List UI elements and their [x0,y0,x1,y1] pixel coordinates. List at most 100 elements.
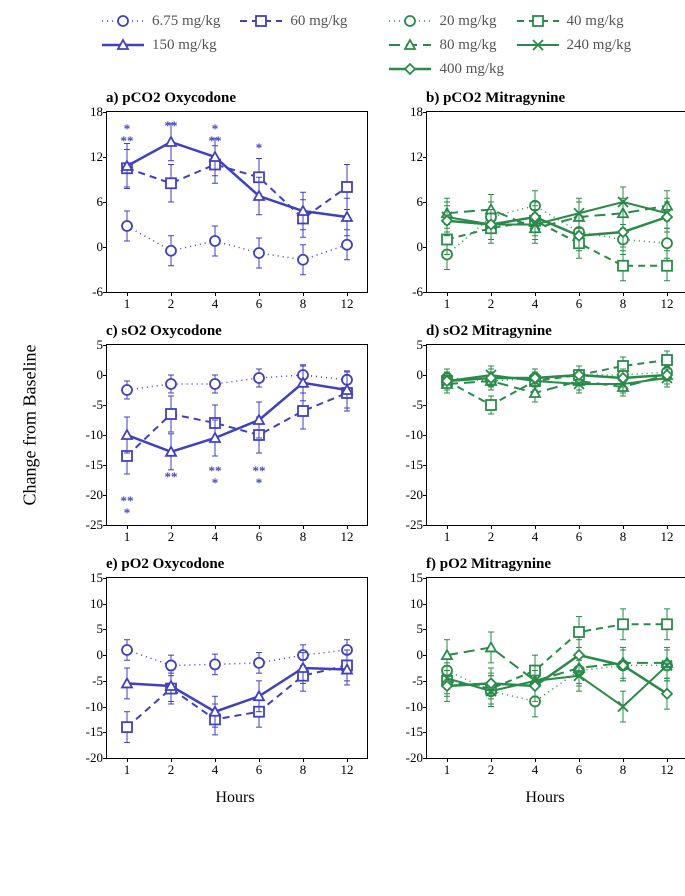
legend-swatch [387,11,433,31]
legend-row: 6.75 mg/kg 60 mg/kg 150 mg/kg 20 mg/kg 40 mg… [100,10,685,80]
xtick-label: 12 [661,762,674,778]
ytick-label: -5 [73,397,103,413]
ytick-label: 6 [393,194,423,210]
plot-area: -20-15-10-50510151246812 [106,577,368,759]
sig-annotation: ** [165,471,178,483]
sig-annotation: *** [253,465,266,488]
xtick-mark [215,525,216,529]
panel-d: d) sO2 Mitragynine-25-20-15-10-505124681… [390,323,685,526]
ytick-label: 12 [73,149,103,165]
panel-c: c) sO2 Oxycodone-25-20-15-10-5051246812*… [70,323,370,526]
xtick-label: 1 [444,762,451,778]
xtick-mark [491,525,492,529]
legend-swatch [515,35,561,55]
xtick-mark [259,758,260,762]
xtick-label: 12 [341,762,354,778]
sig-annotation: * [256,142,263,154]
panel-title: f) pO2 Mitragynine [426,556,685,573]
panel-f: f) pO2 Mitragynine -20-15-10-505101512468… [390,556,685,759]
panel-e: e) pO2 Oxycodone-20-15-10-50510151246812 [70,556,370,759]
ytick-label: -25 [393,517,423,533]
panel-title: c) sO2 Oxycodone [106,323,370,340]
xtick-label: 8 [300,296,307,312]
ytick-label: 0 [73,367,103,383]
plot-area: -25-20-15-10-5051246812 [426,344,685,526]
xtick-mark [447,758,448,762]
plot-area: -60612181246812********* [106,111,368,293]
legend-item: 40 mg/kg [515,10,624,32]
legend-label: 80 mg/kg [439,37,496,54]
ytick-label: 18 [393,104,423,120]
legend-item: 240 mg/kg [515,34,632,56]
xtick-label: 12 [661,529,674,545]
xtick-label: 1 [444,529,451,545]
legend-label: 150 mg/kg [152,37,217,54]
ytick-label: 6 [73,194,103,210]
xtick-mark [535,525,536,529]
plot-svg [427,112,685,292]
xtick-mark [259,292,260,296]
legend-swatch [238,11,284,31]
ytick-label: -10 [393,427,423,443]
xtick-mark [579,525,580,529]
legend-swatch [387,59,433,79]
ytick-mark [423,525,427,526]
ytick-label: 15 [393,570,423,586]
ytick-label: 10 [393,596,423,612]
legend-item: 400 mg/kg [387,58,504,80]
xtick-mark [171,292,172,296]
xtick-mark [579,292,580,296]
xtick-label: 1 [124,296,131,312]
xtick-label: 4 [212,529,219,545]
x-axis-label-left: Hours [90,789,380,807]
xtick-mark [491,292,492,296]
legend-item: 150 mg/kg [100,34,217,56]
legend-col-oxycodone: 6.75 mg/kg 60 mg/kg 150 mg/kg [100,10,347,80]
ytick-label: -20 [393,750,423,766]
ytick-label: 0 [393,647,423,663]
legend-item: 80 mg/kg [387,34,496,56]
xtick-mark [171,758,172,762]
panel-b: b) pCO2 Mitragynine-60612181246812 [390,90,685,293]
ytick-label: 10 [73,596,103,612]
xtick-label: 8 [300,529,307,545]
legend-item: 60 mg/kg [238,10,347,32]
plot-area: -60612181246812 [426,111,685,293]
xtick-label: 2 [168,529,175,545]
panel-title: a) pCO2 Oxycodone [106,90,370,107]
xtick-label: 4 [212,296,219,312]
xtick-mark [127,292,128,296]
xtick-mark [491,758,492,762]
legend-label: 20 mg/kg [439,13,496,30]
xtick-mark [579,758,580,762]
chart-grid: Change from Baseline a) pCO2 Oxycodone -6… [10,90,685,807]
ytick-label: -6 [393,284,423,300]
legend-swatch [100,35,146,55]
xtick-mark [127,758,128,762]
legend-col-mitragynine: 20 mg/kg 40 mg/kg 80 mg/kg 240 mg/kg 400 mg/… [387,10,631,80]
legend-item: 6.75 mg/kg [100,10,220,32]
y-axis-label: Change from Baseline [20,344,41,505]
plot-svg [427,578,685,758]
ytick-label: -5 [393,397,423,413]
plot-area: -20-15-10-50510151246812 [426,577,685,759]
xtick-label: 1 [124,529,131,545]
xtick-mark [127,525,128,529]
ylabel-cell: Change from Baseline [10,90,50,759]
panel-a: a) pCO2 Oxycodone-60612181246812********… [70,90,370,293]
xtick-mark [667,758,668,762]
ytick-label: 12 [393,149,423,165]
ytick-label: -15 [393,724,423,740]
ytick-label: -5 [393,673,423,689]
ytick-label: -15 [73,457,103,473]
sig-annotation: *** [209,123,222,146]
xtick-label: 1 [124,762,131,778]
xtick-label: 12 [661,296,674,312]
xtick-label: 8 [620,529,627,545]
legend-swatch [100,11,146,31]
ytick-mark [423,292,427,293]
ytick-label: 5 [393,621,423,637]
ytick-label: 15 [73,570,103,586]
xtick-mark [347,292,348,296]
plot-svg [107,578,367,758]
